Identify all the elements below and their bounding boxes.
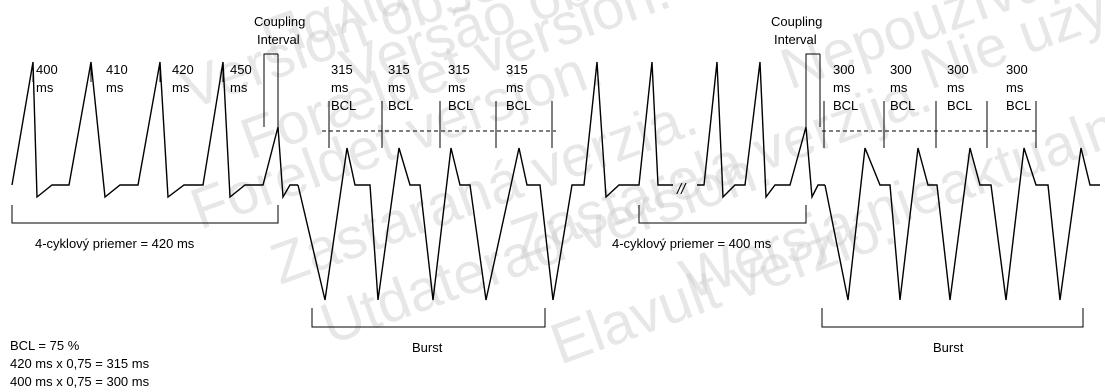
burst-bcl-right: 300 ms BCL 300 ms BCL 300 ms BCL 300 ms … xyxy=(822,62,1037,148)
interval-unit: ms xyxy=(230,80,248,95)
average-bracket-left: 4-cyklový priemer = 420 ms xyxy=(11,205,279,251)
intervals-left: 400 ms 410 ms 420 ms 450 ms xyxy=(32,62,252,95)
burst-bcl-left: 315 ms BCL 315 ms BCL 315 ms BCL 315 ms … xyxy=(322,62,556,148)
coupling-bracket xyxy=(263,53,278,127)
bcl-unit: ms xyxy=(833,80,851,95)
bcl-label: BCL xyxy=(331,98,356,113)
break-mark: // xyxy=(676,181,687,198)
waveform-right-burst xyxy=(824,147,1100,301)
note-line: 420 ms x 0,75 = 315 ms xyxy=(10,356,150,371)
burst-label: Burst xyxy=(412,340,443,355)
coupling-interval-left: Coupling Interval xyxy=(254,14,305,127)
coupling-bracket xyxy=(805,53,820,127)
bcl-label: BCL xyxy=(947,98,972,113)
average-label: 4-cyklový priemer = 420 ms xyxy=(35,236,195,251)
interval-unit: ms xyxy=(36,80,54,95)
interval-unit: ms xyxy=(172,80,190,95)
interval-value: 410 xyxy=(106,62,128,77)
burst-bracket-left: Burst xyxy=(311,308,546,355)
calculation-notes: BCL = 75 % 420 ms x 0,75 = 315 ms 400 ms… xyxy=(10,338,150,389)
coupling-label-line1: Coupling xyxy=(254,14,305,29)
bcl-label: BCL xyxy=(1006,98,1031,113)
bcl-unit: ms xyxy=(448,80,466,95)
bcl-value: 315 xyxy=(331,62,353,77)
interval-value: 420 xyxy=(172,62,194,77)
average-bracket-right: 4-cyklový priemer = 400 ms xyxy=(612,205,807,251)
bcl-label: BCL xyxy=(506,98,531,113)
waveform-middle-left xyxy=(552,61,673,301)
waveform-left-burst xyxy=(297,147,554,301)
bcl-label: BCL xyxy=(448,98,473,113)
bcl-unit: ms xyxy=(506,80,524,95)
interval-value: 400 xyxy=(36,62,58,77)
bcl-value: 300 xyxy=(890,62,912,77)
coupling-label-line1: Coupling xyxy=(771,14,822,29)
interval-value: 450 xyxy=(230,62,252,77)
bcl-value: 300 xyxy=(833,62,855,77)
bcl-unit: ms xyxy=(890,80,908,95)
average-label: 4-cyklový priemer = 400 ms xyxy=(612,236,772,251)
interval-unit: ms xyxy=(106,80,124,95)
bcl-unit: ms xyxy=(1006,80,1024,95)
bcl-value: 300 xyxy=(947,62,969,77)
burst-bracket xyxy=(311,308,546,328)
bcl-unit: ms xyxy=(388,80,406,95)
coupling-interval-right: Coupling Interval xyxy=(771,14,822,127)
coupling-label-line2: Interval xyxy=(774,32,817,47)
bcl-label: BCL xyxy=(890,98,915,113)
bcl-value: 300 xyxy=(1006,62,1028,77)
burst-label: Burst xyxy=(933,340,964,355)
coupling-label-line2: Interval xyxy=(257,32,300,47)
bcl-value: 315 xyxy=(448,62,470,77)
bcl-label: BCL xyxy=(388,98,413,113)
burst-bracket-right: Burst xyxy=(821,308,1084,355)
bcl-value: 315 xyxy=(388,62,410,77)
waveform-middle-right xyxy=(697,61,825,200)
bcl-unit: ms xyxy=(331,80,349,95)
bcl-unit: ms xyxy=(947,80,965,95)
burst-bracket xyxy=(821,308,1084,328)
average-bracket xyxy=(638,205,807,224)
note-line: 400 ms x 0,75 = 300 ms xyxy=(10,374,150,389)
note-line: BCL = 75 % xyxy=(10,338,80,353)
average-bracket xyxy=(11,205,279,224)
bcl-value: 315 xyxy=(506,62,528,77)
waveform-left-intrinsic xyxy=(11,61,298,200)
bcl-label: BCL xyxy=(833,98,858,113)
